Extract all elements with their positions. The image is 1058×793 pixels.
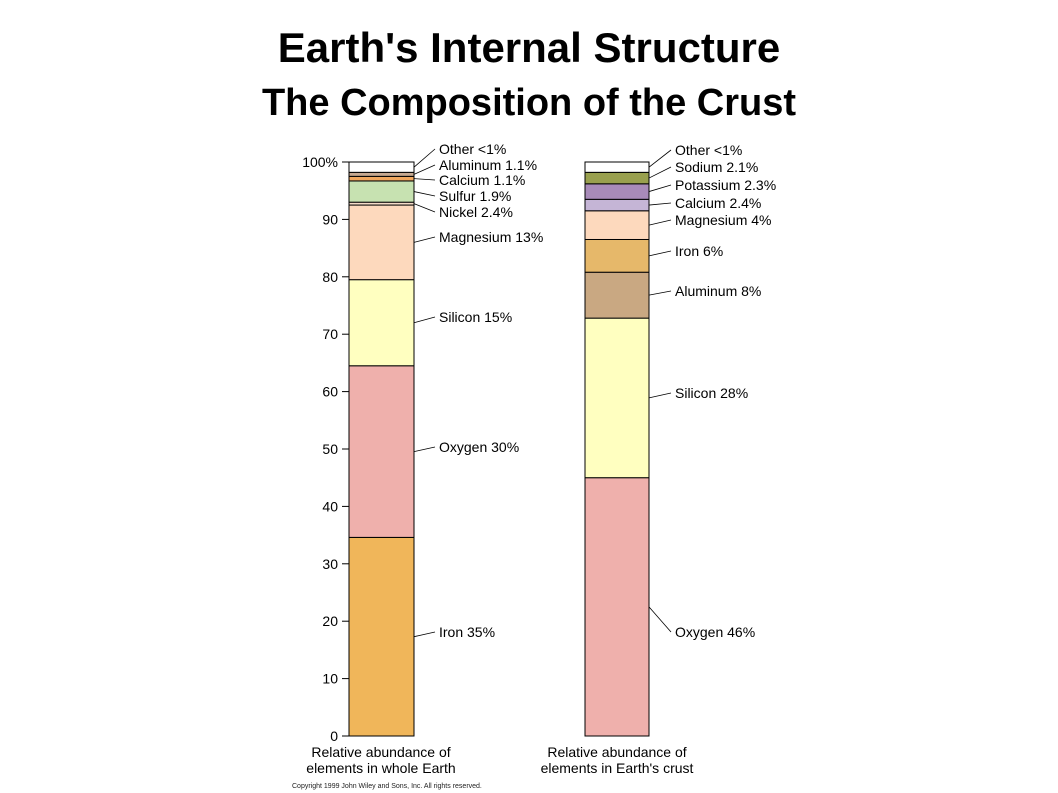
leader-line [413,236,436,243]
leader-line [413,191,436,197]
chart-subtitle: The Composition of the Crust [261,82,797,124]
segment-label: Oxygen 30% [439,439,519,455]
y-tick-label: 80 [322,269,338,285]
chart-title: Earth's Internal Structure [277,24,781,71]
leader-line [648,184,672,192]
y-tick-label: 30 [322,556,338,572]
y-tick-label: 10 [322,671,338,687]
leader-line [413,203,436,213]
leader-line [648,250,672,257]
bar-segment [348,536,415,737]
y-tick-label: 20 [322,613,338,629]
segment-label: Calcium 2.4% [675,195,761,211]
leader-line [413,164,436,175]
bar-segment [348,175,415,182]
segment-label: Calcium 1.1% [439,172,525,188]
segment-label: Silicon 28% [675,385,748,401]
x-axis-label: elements in Earth's crust [541,760,694,776]
bar-segment [584,171,650,185]
segment-label: Silicon 15% [439,309,512,325]
leader-line [648,219,672,226]
segment-label: Oxygen 46% [675,624,755,640]
segment-label: Magnesium 13% [439,229,543,245]
bar-segment [584,183,650,200]
y-tick-label: 50 [322,441,338,457]
bar-segment [584,238,650,273]
y-tick-label: 0 [330,728,338,744]
leader-line [648,202,672,206]
leader-line [413,631,436,638]
leader-line [648,392,672,399]
leader-line [413,148,436,168]
segment-label: Other <1% [675,142,742,158]
bar-segment [584,477,650,737]
copyright-notice: Copyright 1999 John Wiley and Sons, Inc.… [292,783,482,790]
leader-line [648,149,672,168]
segment-label: Aluminum 8% [675,283,761,299]
bar-segment [584,161,650,173]
bar-segment [348,365,415,538]
bar-segment [348,279,415,367]
bar-segment [584,210,650,240]
leader-line [413,178,436,181]
bar-segment [584,198,650,212]
segment-label: Iron 35% [439,624,495,640]
leader-line [648,606,672,633]
leader-line [648,166,672,179]
x-axis-label: Relative abundance of [311,744,450,760]
y-tick-label: 70 [322,326,338,342]
segment-label: Nickel 2.4% [439,204,513,220]
bar-segment [584,317,650,479]
segment-label: Potassium 2.3% [675,177,776,193]
leader-line [413,446,436,452]
x-axis-label: Relative abundance of [547,744,686,760]
y-tick-label: 60 [322,384,338,400]
segment-label: Aluminum 1.1% [439,157,537,173]
y-tick-label: 100% [302,154,338,170]
segment-label: Sulfur 1.9% [439,188,511,204]
leader-line [648,290,672,296]
y-tick-label: 40 [322,498,338,514]
segment-label: Magnesium 4% [675,212,772,228]
bar-segment [584,271,650,319]
bar-segment [348,171,415,177]
y-tick-label: 90 [322,211,338,227]
leader-line [413,316,436,324]
bar-segment [348,204,415,281]
segment-label: Sodium 2.1% [675,159,758,175]
bar-segment [348,161,415,173]
x-axis-label: elements in whole Earth [306,760,455,776]
segment-label: Iron 6% [675,243,723,259]
bar-segment [348,180,415,203]
segment-label: Other <1% [439,141,506,157]
